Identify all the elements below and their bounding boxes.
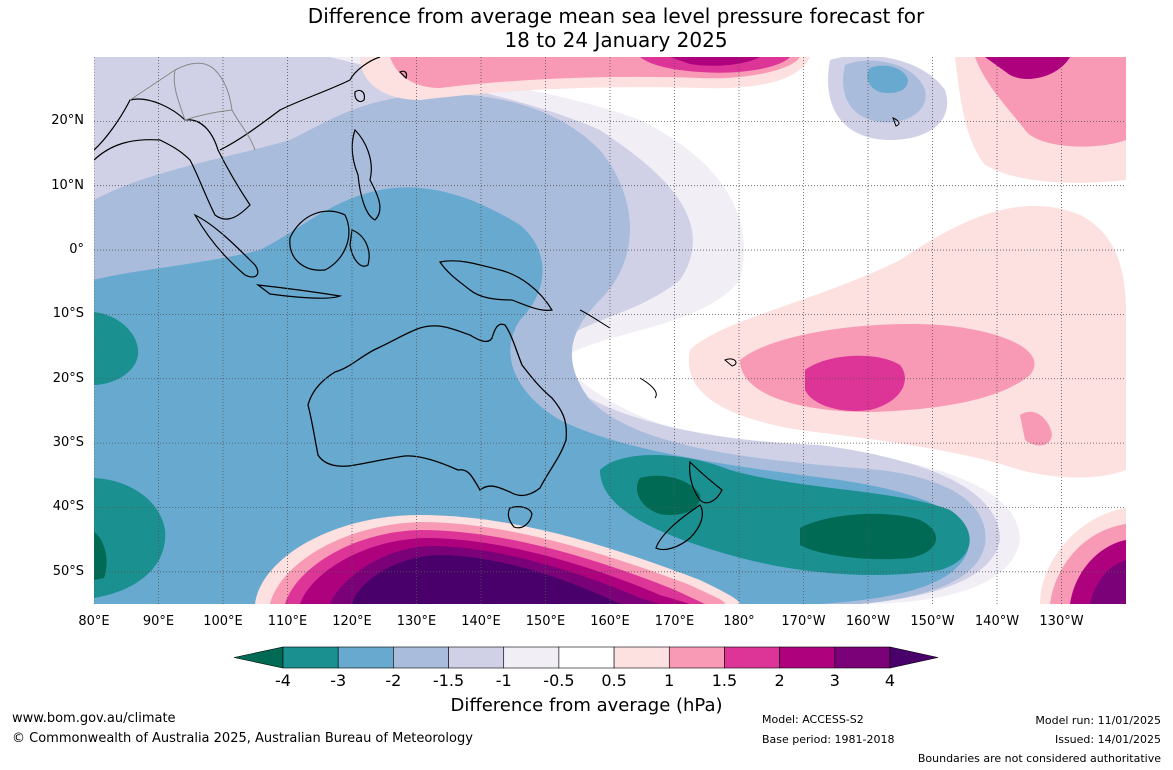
- colorbar-tick-label: -4: [275, 671, 291, 690]
- anomaly-zone-north-pacific-neg2: [867, 65, 908, 94]
- longitude-label: 130°W: [1039, 614, 1084, 629]
- longitude-label: 150°E: [525, 614, 566, 629]
- colorbar-tick-label: 1: [664, 671, 675, 690]
- anomaly-zone-pos1-north: [975, 57, 1126, 147]
- latitude-label: 50°S: [52, 563, 84, 579]
- footer-website[interactable]: www.bom.gov.au/climate: [12, 711, 176, 726]
- colorbar-segment: [779, 646, 836, 669]
- colorbar-segment: [503, 646, 560, 669]
- latitude-label: 30°S: [52, 435, 84, 451]
- colorbar-label: Difference from average (hPa): [450, 695, 723, 716]
- colorbar-segment: [558, 646, 615, 669]
- longitude-label: 90°E: [142, 614, 175, 629]
- anomaly-zone-pos1-isle: [1020, 411, 1052, 446]
- latitude-label: 10°S: [52, 306, 84, 322]
- asia-mainland-coastline: [94, 57, 381, 220]
- anomaly-core-neg4-nz: [636, 475, 701, 516]
- colorbar-tick-label: -0.5: [543, 671, 575, 690]
- country-borders-asia: [129, 62, 256, 151]
- colorbar-segment: [724, 646, 780, 669]
- colorbar-segment: [448, 646, 505, 669]
- colorbar-tick-label: 2: [774, 671, 785, 690]
- colorbar-segment: [337, 646, 394, 669]
- japan-taiwan-coastline: [354, 70, 408, 103]
- anomaly-core-pos4-south: [352, 555, 620, 604]
- latitude-label: 40°S: [52, 499, 84, 515]
- colorbar-extend-high: [889, 646, 939, 669]
- latitude-label: 10°N: [51, 177, 84, 193]
- anomaly-zone-pos3-se: [1090, 560, 1126, 604]
- longitude-label: 180°: [723, 614, 755, 629]
- footer-base-period: Base period: 1981-2018: [762, 733, 895, 746]
- anomaly-zone-neg3-southwest: [94, 478, 166, 598]
- colorbar-extend-low: [233, 646, 284, 669]
- anomaly-core-neg4-west: [94, 532, 107, 580]
- longitude-label: 160°W: [845, 614, 891, 629]
- colorbar-segment: [613, 646, 670, 669]
- longitude-label: 140°W: [974, 614, 1020, 629]
- pacific-islands: [579, 117, 900, 399]
- latitude-label: 20°S: [52, 370, 84, 386]
- new-zealand-coastline: [655, 460, 723, 551]
- anomaly-zone-neg3-west: [94, 312, 139, 385]
- longitude-label: 120°E: [332, 614, 372, 629]
- colorbar-tick-label: 3: [829, 671, 840, 690]
- anomaly-zone-pos2-top: [670, 57, 760, 66]
- latitude-label: 20°N: [51, 113, 84, 129]
- philippines-coastline: [351, 128, 381, 221]
- colorbar-segment: [834, 646, 891, 669]
- colorbar-tick-label: -3: [330, 671, 347, 690]
- colorbar-tick-label: 0.5: [601, 671, 627, 690]
- colorbar-segment: [282, 646, 339, 669]
- anomaly-zone-pos15-east: [805, 355, 905, 411]
- footer-model: Model: ACCESS-S2: [762, 713, 864, 726]
- colorbar-tick-label: 4: [884, 671, 896, 690]
- footer-boundaries-note: Boundaries are not considered authoritat…: [917, 752, 1161, 765]
- anomaly-core-neg4-east: [800, 513, 937, 560]
- title-line-2: 18 to 24 January 2025: [504, 28, 728, 52]
- chart-title: Difference from average mean sea level p…: [0, 4, 1173, 52]
- footer-model-run: Model run: 11/01/2025: [1035, 714, 1161, 727]
- sumatra-coastline: [193, 213, 259, 278]
- longitude-label: 150°W: [910, 614, 955, 629]
- australia-coastline: [307, 323, 568, 497]
- longitude-label: 160°E: [590, 614, 630, 629]
- longitude-label: 170°E: [654, 614, 695, 629]
- latitude-label: 0°: [69, 242, 84, 258]
- colorbar-segment: [668, 646, 725, 669]
- colorbar-tick-label: -2: [385, 671, 402, 690]
- longitude-label: 140°E: [461, 614, 501, 629]
- pressure-anomaly-map: [94, 57, 1126, 604]
- graticule: [94, 57, 1126, 604]
- colorbar-tick-label: 1.5: [711, 671, 738, 690]
- longitude-label: 130°E: [396, 614, 437, 629]
- footer-copyright: © Commonwealth of Australia 2025, Austra…: [12, 731, 473, 746]
- longitude-label: 100°E: [203, 614, 243, 629]
- colorbar-tick-label: -1.5: [432, 671, 465, 690]
- title-line-1: Difference from average mean sea level p…: [307, 4, 925, 28]
- new-guinea-coastline: [439, 260, 553, 311]
- colorbar-tick-label: -1: [495, 671, 512, 690]
- anomaly-zone-pos2-north: [985, 57, 1070, 79]
- footer-issued: Issued: 14/01/2025: [1054, 733, 1161, 746]
- borneo-coastline: [289, 210, 350, 271]
- longitude-label: 80°E: [78, 614, 110, 629]
- colorbar-segment: [393, 646, 449, 669]
- longitude-label: 110°E: [267, 614, 308, 629]
- java-coastline: [255, 284, 343, 299]
- longitude-label: 170°W: [781, 614, 826, 629]
